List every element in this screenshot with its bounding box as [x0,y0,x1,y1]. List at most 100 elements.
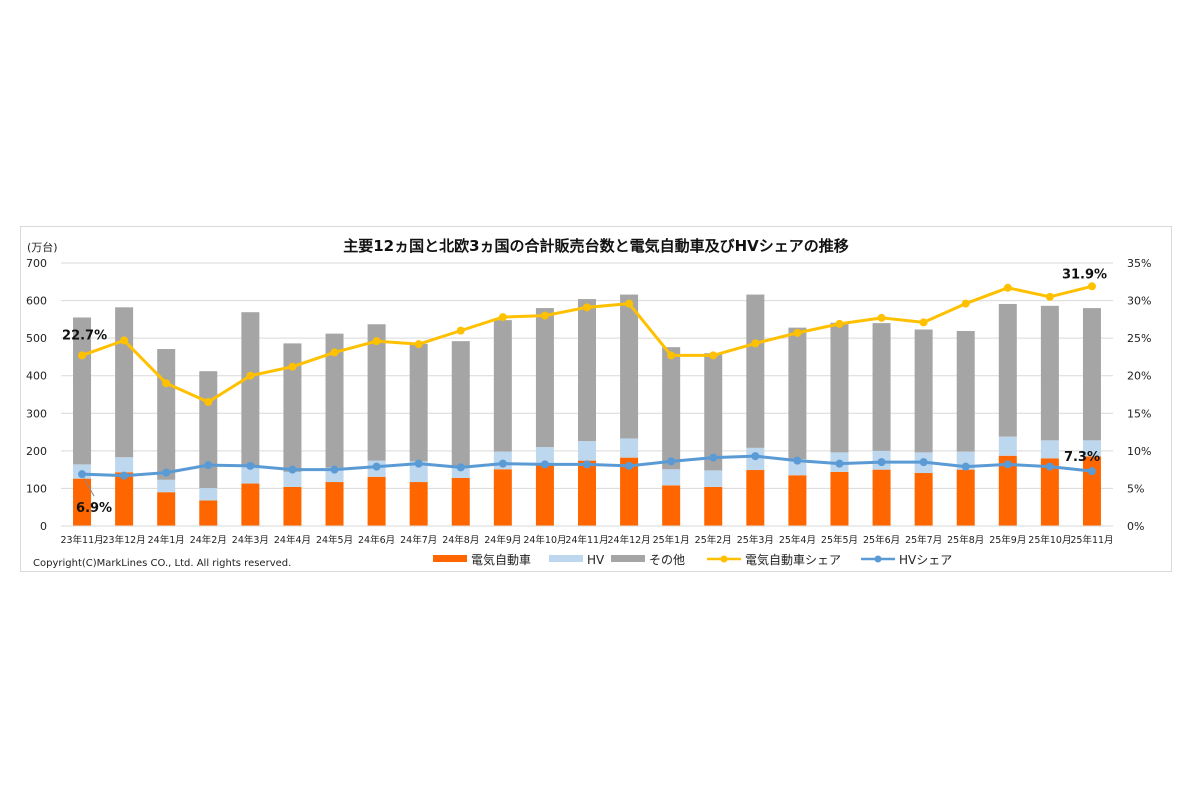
line-marker [204,398,213,407]
legend-swatch [611,555,645,562]
line-marker [162,468,171,477]
legend-label: 電気自動車 [471,552,531,567]
bar-stack [1040,305,1059,526]
x-axis-tick-label: 25年3月 [737,534,774,546]
bar-stack [872,323,891,526]
bar-segment [704,486,723,526]
line-marker [120,471,129,480]
line-marker [330,465,339,474]
bar-segment [367,476,386,526]
bar-segment [872,469,891,526]
legend-label: 電気自動車シェア [745,552,841,567]
bar-segment [493,469,512,526]
bar-segment [325,467,344,483]
bar-segment [746,470,765,526]
x-axis-tick-label: 24年4月 [274,534,311,546]
line-marker [835,459,844,468]
y-axis-tick-label: 100 [26,482,47,495]
x-axis-tick-label: 25年11月 [1070,534,1113,546]
y-axis-unit-label: (万台) [27,241,58,254]
x-axis-tick-label: 24年7月 [400,534,437,546]
x-axis-tick-label: 25年8月 [947,534,984,546]
bar-segment [578,460,596,526]
line-marker [709,453,718,462]
bar-stack [493,320,512,526]
x-axis-tick-label: 23年11月 [60,534,103,546]
data-label: 7.3% [1064,450,1100,465]
x-axis-tick-label: 25年2月 [695,534,732,546]
bar-segment [199,371,218,489]
line-marker [835,319,844,328]
y-axis-tick-label: 0 [40,520,47,533]
y2-axis-tick-label: 15% [1127,407,1151,420]
y2-axis-tick-label: 20% [1127,370,1151,383]
x-axis-tick-label: 23年12月 [103,534,146,546]
bar-segment [157,479,176,493]
bar-stack [1082,308,1101,526]
bar-segment [578,299,596,442]
x-axis-tick-label: 24年8月 [442,534,479,546]
bar-segment [1040,305,1059,441]
line-marker [709,351,718,360]
line-marker [667,457,676,466]
x-axis-tick-label: 25年6月 [863,534,900,546]
bar-segment [830,322,849,453]
line-marker [877,313,886,322]
legend-item: HV [549,553,605,567]
y-axis-tick-label: 500 [26,332,47,345]
line-marker [414,459,423,468]
line-marker [919,458,928,467]
bar-segment [998,455,1017,526]
line-marker [793,456,802,465]
bar-segment [535,464,554,526]
bar-segment [115,307,134,458]
line-marker [246,461,255,470]
data-label: 6.9% [76,501,112,516]
bar-segment [451,465,470,478]
bar-segment [1040,458,1059,526]
line-marker [372,337,381,346]
bar-segment [157,492,176,526]
line-marker [246,371,255,380]
bar-segment [956,331,975,452]
x-axis-tick-label: 24年3月 [232,534,269,546]
chart-plot: 0 100 200 300 400 500 600 700 0% 5% 10% 15% 20% 25% 30… [26,257,1151,567]
bar-segment [1082,308,1101,441]
bar-segment [115,472,134,526]
bar-segment [998,303,1017,437]
chart-frame: 主要12ヵ国と北欧3ヵ国の合計販売台数と電気自動車及びHVシェアの推移 (万台)… [20,226,1172,572]
line-marker [288,465,297,474]
bar-stack [367,324,386,526]
legend-item: HVシェア [861,553,952,567]
line-marker [498,313,507,322]
bar-segment [788,475,807,526]
y-axis-tick-label: 300 [26,407,47,420]
bar-segment [451,341,470,466]
copyright-text: Copyright(C)MarkLines CO., Ltd. All righ… [33,558,292,569]
bar-segment [1040,440,1059,459]
bar-segment [199,500,218,526]
y-axis-tick-label: 200 [26,445,47,458]
bar-segment [704,353,723,471]
x-axis-tick-label: 25年4月 [779,534,816,546]
y2-axis-tick-label: 25% [1127,332,1151,345]
bar-stack [746,294,765,526]
bar-segment [746,294,765,448]
line-marker [204,461,213,470]
bar-segment [956,469,975,526]
bar-stack [914,329,933,526]
bar-segment [914,329,933,453]
bar-segment [578,441,596,461]
y2-axis-tick-label: 10% [1127,445,1151,458]
line-marker [1003,460,1012,469]
bar-segment [367,324,386,461]
bar-segment [914,473,933,526]
data-label: 22.7% [62,328,107,343]
line-marker [414,340,423,349]
bar-segment [1082,456,1101,526]
legend-label: HV [587,553,605,567]
line-marker [583,303,591,312]
legend-item: 電気自動車 [433,552,531,567]
bar-segment [1082,440,1101,457]
legend-swatch [433,555,467,562]
